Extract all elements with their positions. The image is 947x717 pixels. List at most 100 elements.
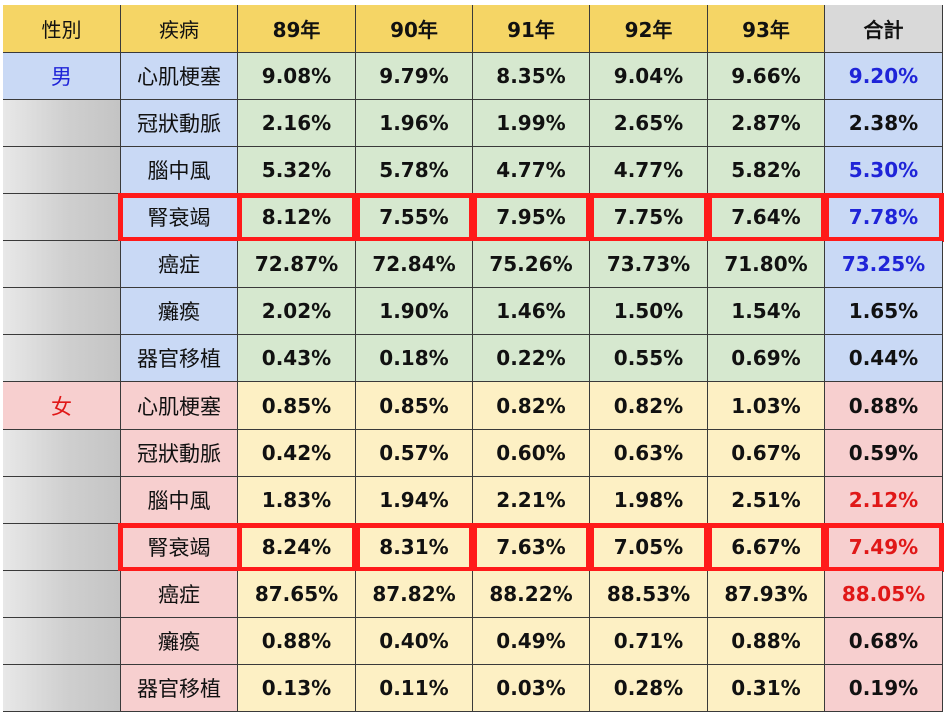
value-cell: 9.79% <box>356 53 473 101</box>
value-cell: 0.55% <box>590 335 708 383</box>
disease-cell: 冠狀動脈 <box>121 429 238 477</box>
value-cell: 0.11% <box>356 664 473 712</box>
value-cell: 0.43% <box>238 335 356 383</box>
value-cell: 9.04% <box>590 53 708 101</box>
header-cell: 91年 <box>473 5 590 53</box>
value-cell: 0.85% <box>238 382 356 430</box>
gender-cell: 男 <box>3 53 121 101</box>
disease-cell: 癱瘓 <box>121 617 238 665</box>
total-cell: 2.12% <box>825 476 943 524</box>
value-cell: 1.96% <box>356 100 473 148</box>
value-cell: 0.67% <box>708 429 825 477</box>
disease-cell: 心肌梗塞 <box>121 382 238 430</box>
gender-empty-cell <box>3 570 121 618</box>
total-cell: 0.44% <box>825 335 943 383</box>
header-cell: 疾病 <box>121 5 238 53</box>
value-cell: 0.69% <box>708 335 825 383</box>
value-cell: 2.21% <box>473 476 590 524</box>
disease-cell: 腎衰竭 <box>121 523 238 571</box>
total-cell: 88.05% <box>825 570 943 618</box>
disease-cell: 癱瘓 <box>121 288 238 336</box>
total-cell: 73.25% <box>825 241 943 289</box>
total-cell: 2.38% <box>825 100 943 148</box>
value-cell: 1.54% <box>708 288 825 336</box>
value-cell: 7.55% <box>356 194 473 242</box>
value-cell: 8.24% <box>238 523 356 571</box>
disease-cell: 癌症 <box>121 570 238 618</box>
gender-empty-cell <box>3 147 121 195</box>
value-cell: 88.53% <box>590 570 708 618</box>
gender-cell: 女 <box>3 382 121 430</box>
value-cell: 2.65% <box>590 100 708 148</box>
value-cell: 1.83% <box>238 476 356 524</box>
value-cell: 7.64% <box>708 194 825 242</box>
value-cell: 2.87% <box>708 100 825 148</box>
value-cell: 2.16% <box>238 100 356 148</box>
gender-empty-cell <box>3 100 121 148</box>
value-cell: 7.75% <box>590 194 708 242</box>
disease-cell: 腦中風 <box>121 147 238 195</box>
total-cell: 1.65% <box>825 288 943 336</box>
value-cell: 0.82% <box>590 382 708 430</box>
value-cell: 0.85% <box>356 382 473 430</box>
value-cell: 1.99% <box>473 100 590 148</box>
value-cell: 0.57% <box>356 429 473 477</box>
total-cell: 9.20% <box>825 53 943 101</box>
header-cell: 性別 <box>3 5 121 53</box>
value-cell: 1.90% <box>356 288 473 336</box>
gender-empty-cell <box>3 335 121 383</box>
value-cell: 87.65% <box>238 570 356 618</box>
value-cell: 71.80% <box>708 241 825 289</box>
value-cell: 5.82% <box>708 147 825 195</box>
total-cell: 0.68% <box>825 617 943 665</box>
value-cell: 5.78% <box>356 147 473 195</box>
disease-cell: 心肌梗塞 <box>121 53 238 101</box>
value-cell: 0.28% <box>590 664 708 712</box>
gender-empty-cell <box>3 194 121 242</box>
value-cell: 87.82% <box>356 570 473 618</box>
value-cell: 8.12% <box>238 194 356 242</box>
value-cell: 72.84% <box>356 241 473 289</box>
value-cell: 0.13% <box>238 664 356 712</box>
value-cell: 7.95% <box>473 194 590 242</box>
header-cell: 合計 <box>825 5 943 53</box>
header-cell: 93年 <box>708 5 825 53</box>
value-cell: 4.77% <box>590 147 708 195</box>
gender-empty-cell <box>3 664 121 712</box>
gender-empty-cell <box>3 429 121 477</box>
disease-cell: 冠狀動脈 <box>121 100 238 148</box>
total-cell: 7.49% <box>825 523 943 571</box>
gender-empty-cell <box>3 288 121 336</box>
gender-empty-cell <box>3 617 121 665</box>
value-cell: 0.63% <box>590 429 708 477</box>
value-cell: 0.42% <box>238 429 356 477</box>
value-cell: 5.32% <box>238 147 356 195</box>
value-cell: 0.88% <box>708 617 825 665</box>
disease-cell: 器官移植 <box>121 335 238 383</box>
value-cell: 0.82% <box>473 382 590 430</box>
value-cell: 8.31% <box>356 523 473 571</box>
header-cell: 92年 <box>590 5 708 53</box>
header-cell: 89年 <box>238 5 356 53</box>
header-cell: 90年 <box>356 5 473 53</box>
disease-cell: 腦中風 <box>121 476 238 524</box>
value-cell: 0.40% <box>356 617 473 665</box>
value-cell: 7.05% <box>590 523 708 571</box>
value-cell: 0.03% <box>473 664 590 712</box>
value-cell: 0.71% <box>590 617 708 665</box>
value-cell: 6.67% <box>708 523 825 571</box>
value-cell: 2.51% <box>708 476 825 524</box>
disease-cell: 癌症 <box>121 241 238 289</box>
value-cell: 0.31% <box>708 664 825 712</box>
value-cell: 8.35% <box>473 53 590 101</box>
value-cell: 1.98% <box>590 476 708 524</box>
value-cell: 1.03% <box>708 382 825 430</box>
value-cell: 4.77% <box>473 147 590 195</box>
value-cell: 0.49% <box>473 617 590 665</box>
value-cell: 9.08% <box>238 53 356 101</box>
value-cell: 73.73% <box>590 241 708 289</box>
disease-cell: 腎衰竭 <box>121 194 238 242</box>
value-cell: 2.02% <box>238 288 356 336</box>
total-cell: 7.78% <box>825 194 943 242</box>
